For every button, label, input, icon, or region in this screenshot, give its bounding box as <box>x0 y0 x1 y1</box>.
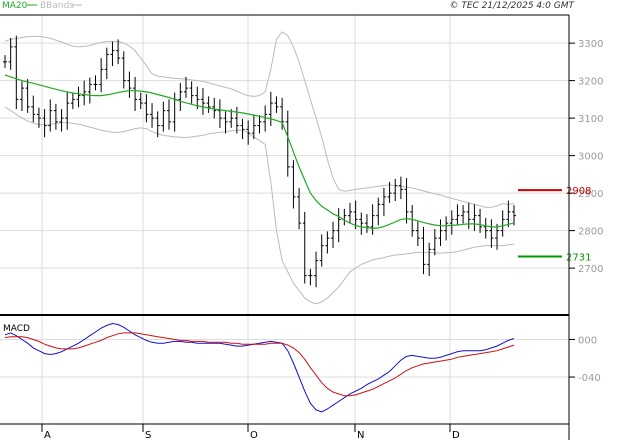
price-tick-label: 3100 <box>578 114 603 125</box>
price-tick-label: 3200 <box>578 77 603 88</box>
ma20-line <box>4 74 515 230</box>
month-label: D <box>452 430 460 440</box>
month-label: N <box>357 430 364 440</box>
price-tick-label: 2700 <box>578 264 603 275</box>
price-tick-label: 3300 <box>578 39 603 50</box>
price-bars <box>3 35 516 288</box>
macd-tick-label: 000 <box>578 335 597 346</box>
copyright-text: © TEC 21/12/2025 4:0 GMT <box>449 1 575 11</box>
macd-line <box>4 322 515 413</box>
level-label: 2731 <box>566 253 591 264</box>
price-tick-label: 2900 <box>578 189 603 200</box>
month-label: A <box>44 430 51 440</box>
month-label: S <box>145 430 151 440</box>
bollinger-bands <box>4 31 515 305</box>
legend-bbands: BBands <box>40 1 74 11</box>
macd-tick-label: -040 <box>578 373 601 384</box>
chart-grid: A S O N D 2700 2800 2900 3000 3100 3200 3300 <box>0 15 603 440</box>
bband-upper-line <box>4 31 515 208</box>
level-label: 2908 <box>566 186 591 197</box>
price-tick-label: 3000 <box>578 152 603 163</box>
macd-title: MACD <box>3 324 30 334</box>
macd-panel: 000 -040 <box>0 322 601 413</box>
bband-lower-line <box>4 106 515 305</box>
month-label: O <box>250 430 258 440</box>
signal-line <box>4 332 515 397</box>
price-levels: 2908 2731 <box>518 186 591 264</box>
price-tick-label: 2800 <box>578 227 603 238</box>
moving-average <box>4 74 515 230</box>
legend-ma20: MA20 <box>2 1 28 11</box>
